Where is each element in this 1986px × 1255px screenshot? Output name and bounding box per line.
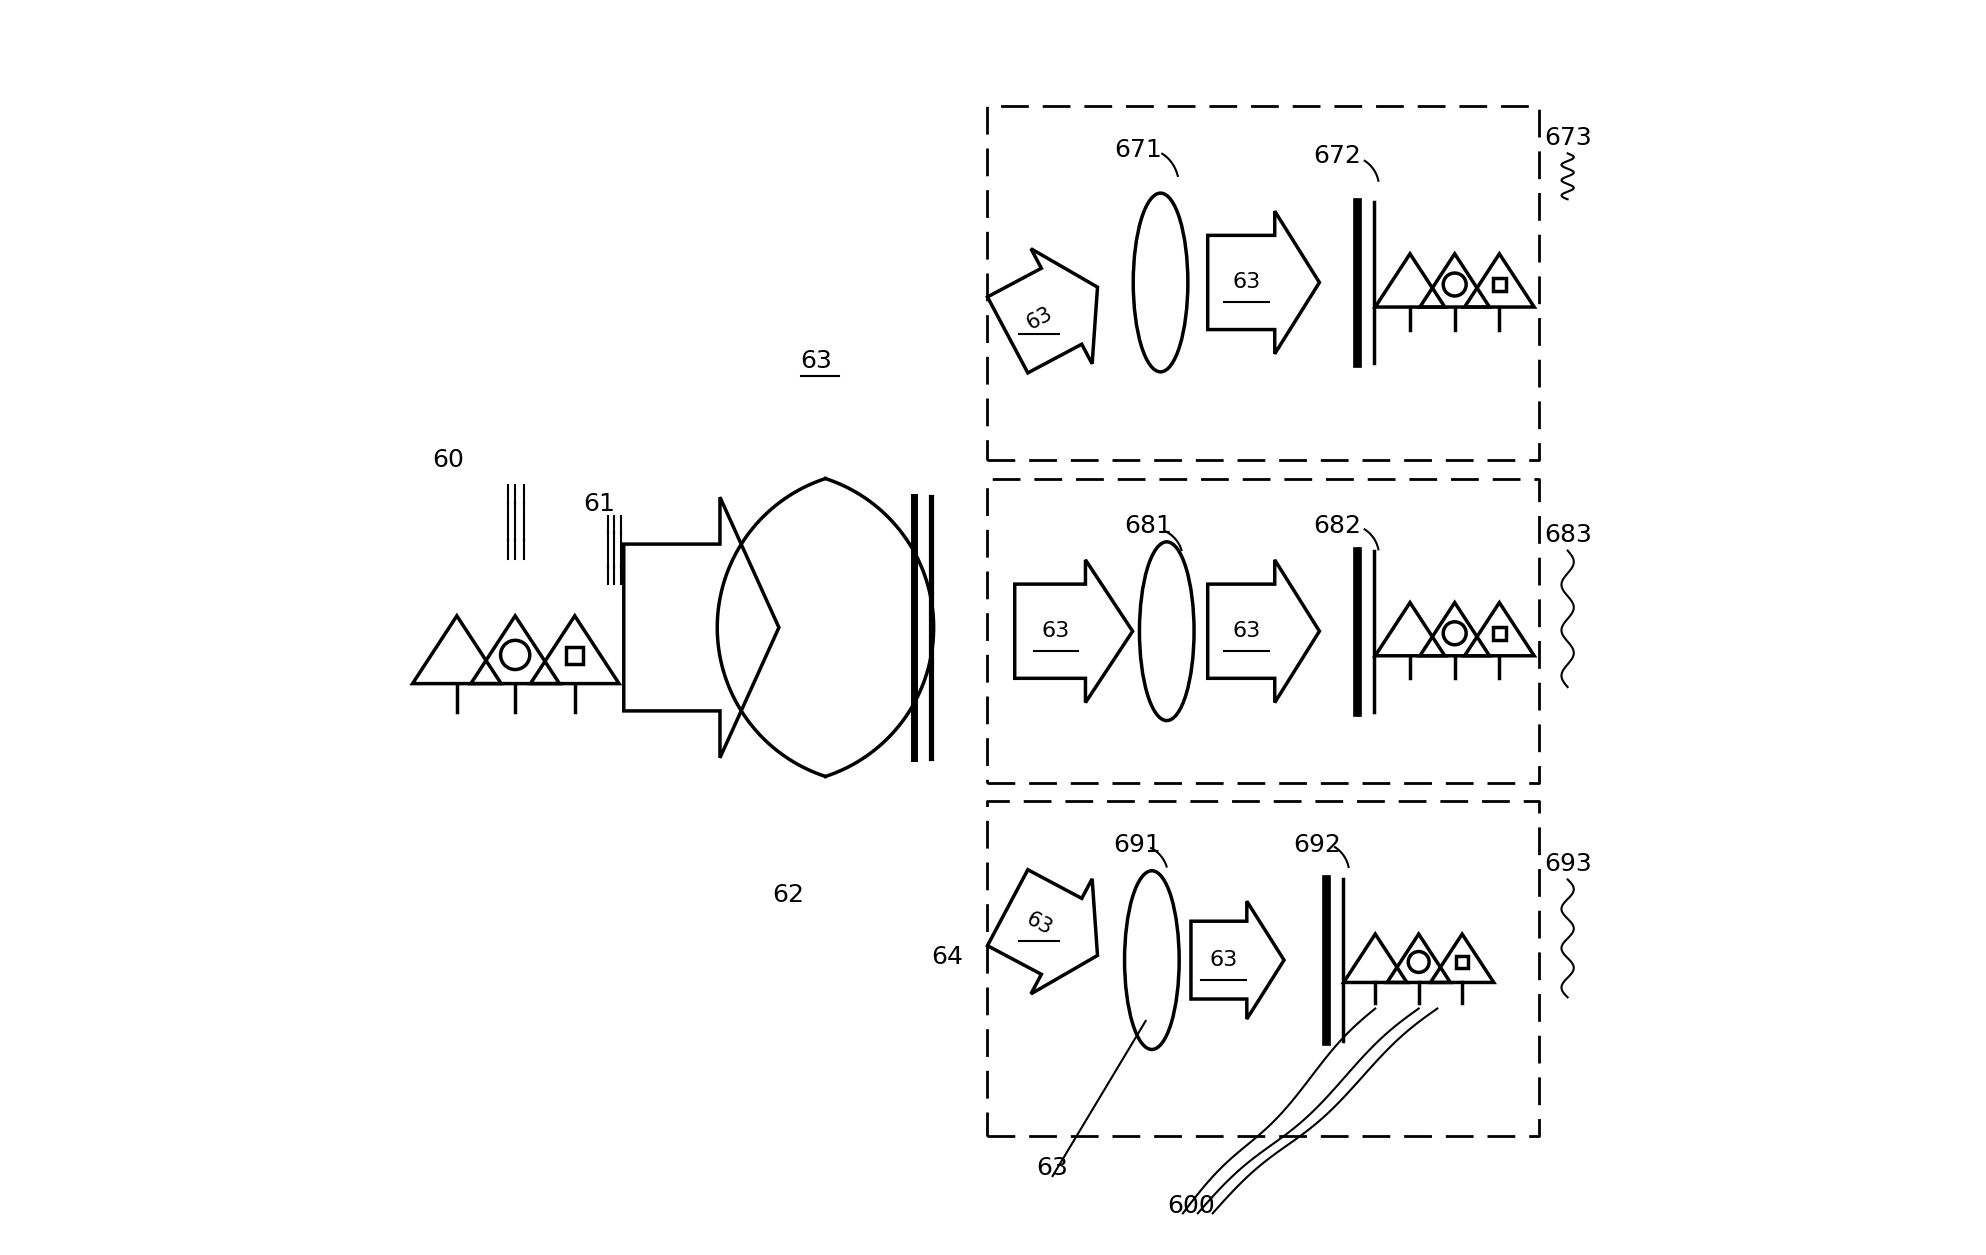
Text: 682: 682: [1313, 515, 1360, 538]
Text: 683: 683: [1543, 523, 1593, 547]
Text: 63: 63: [1043, 621, 1070, 641]
Text: 61: 61: [584, 492, 616, 516]
Bar: [1493, 628, 1505, 640]
Text: 692: 692: [1293, 833, 1341, 857]
Text: 60: 60: [433, 448, 465, 472]
Text: 64: 64: [931, 945, 963, 969]
Text: 63: 63: [1233, 621, 1261, 641]
Text: 672: 672: [1313, 144, 1360, 168]
Text: 681: 681: [1124, 515, 1172, 538]
Text: 63: 63: [1023, 304, 1055, 334]
Text: 693: 693: [1543, 852, 1593, 876]
Bar: [566, 648, 584, 664]
Text: 63: 63: [1233, 272, 1261, 292]
Text: 600: 600: [1166, 1195, 1215, 1219]
Text: 671: 671: [1114, 138, 1162, 162]
Text: 63: 63: [1209, 950, 1237, 970]
Text: 63: 63: [1023, 910, 1055, 940]
Text: 63: 63: [1037, 1156, 1068, 1180]
Text: 62: 62: [773, 882, 804, 907]
Text: 673: 673: [1543, 126, 1593, 149]
Bar: [1456, 956, 1468, 969]
Text: 691: 691: [1114, 833, 1162, 857]
Bar: [1493, 279, 1505, 291]
Text: 63: 63: [800, 349, 832, 373]
